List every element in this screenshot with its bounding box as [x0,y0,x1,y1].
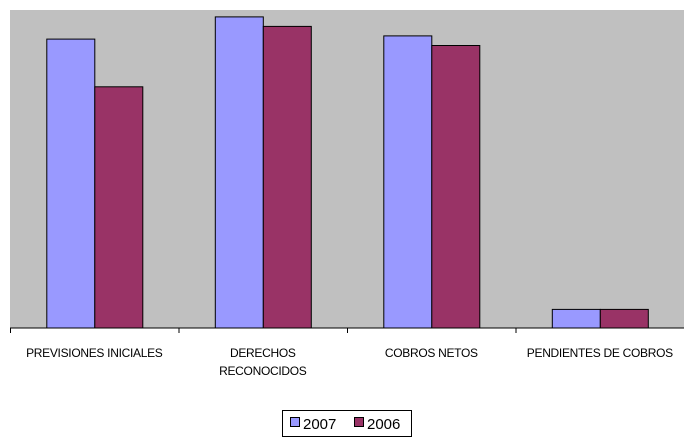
category-labels: PREVISIONES INICIALES DERECHOS RECONOCIDOS… [26,346,673,378]
bar-2006-2 [431,45,481,329]
x-axis-ticks [10,328,517,333]
category-label-0: PREVISIONES INICIALES [26,346,163,360]
legend-box [282,410,412,437]
category-label-1: DERECHOS RECONOCIDOS [219,346,307,378]
category-label-3: PENDIENTES DE COBROS [527,346,673,360]
bar-2006-1 [262,25,312,329]
category-label-line: COBROS NETOS [385,346,478,360]
legend-swatch-2007 [290,417,300,427]
legend: 2007 2006 [282,410,412,437]
bar-2007-1 [214,16,264,329]
category-label-2: COBROS NETOS [385,346,478,360]
legend-label-2007: 2007 [303,416,336,433]
category-label-line: PENDIENTES DE COBROS [527,346,673,360]
category-label-line: RECONOCIDOS [219,364,307,378]
bar-2007-2 [383,35,433,329]
category-label-line: PREVISIONES INICIALES [26,346,163,360]
legend-label-2006: 2006 [367,416,400,433]
bar-2006-3 [599,308,649,329]
bar-2006-0 [94,86,144,329]
legend-swatch-2006 [354,417,364,427]
bars-group [46,16,649,329]
category-label-line: DERECHOS [230,346,296,360]
bar-2007-3 [551,308,601,329]
bar-2007-0 [46,38,96,329]
